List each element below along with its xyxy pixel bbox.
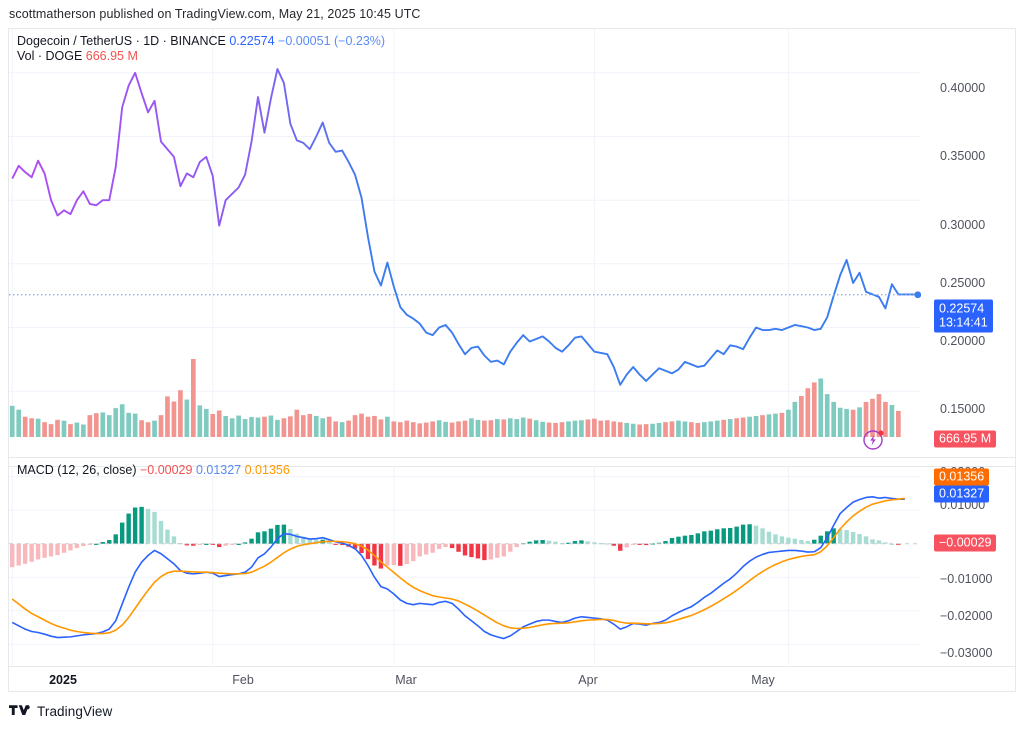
macd-scale[interactable]: 0.02000 0.01000 −0.01000 −0.02000 −0.030… [930, 465, 1016, 665]
macd-signal-value: 0.01356 [244, 463, 290, 477]
time-label: 2025 [49, 673, 77, 687]
symbol-label[interactable]: Dogecoin / TetherUS · 1D · BINANCE [17, 34, 226, 48]
pane-separator-volume [9, 457, 1015, 458]
price-scale[interactable]: 0.40000 0.35000 0.30000 0.25000 0.20000 … [930, 29, 1016, 448]
price-legend-row-volume: Vol · DOGE 666.95 M [17, 49, 385, 64]
macd-hist-value: −0.00029 [139, 463, 193, 477]
macd-tick: −0.01000 [940, 572, 993, 586]
chart-frame [8, 28, 1016, 692]
price-change-value: −0.00051 (−0.23%) [278, 34, 386, 48]
macd-title[interactable]: MACD (12, 26, close) [17, 463, 137, 477]
volume-badge[interactable]: 666.95 M [934, 430, 997, 448]
tradingview-wordmark: TradingView [37, 704, 113, 719]
macd-legend: MACD (12, 26, close) −0.00029 0.01327 0.… [17, 463, 290, 478]
macd-signal-badge[interactable]: 0.01356 [934, 468, 990, 486]
time-axis[interactable]: 2025 Feb Mar Apr May [8, 666, 1016, 692]
lightning-bolt-alert-icon[interactable] [862, 427, 886, 451]
volume-label[interactable]: Vol · DOGE [17, 49, 83, 63]
macd-histogram [10, 506, 901, 569]
time-label: Feb [232, 673, 254, 687]
price-tick: 0.30000 [940, 218, 986, 232]
footer-branding: TradingView [9, 704, 112, 719]
price-tick: 0.15000 [940, 402, 986, 416]
macd-hist-badge[interactable]: −0.00029 [934, 534, 997, 552]
volume-bars [9, 359, 901, 437]
time-label: Mar [395, 673, 417, 687]
time-label: Apr [578, 673, 598, 687]
price-tick: 0.35000 [940, 149, 986, 163]
price-legend-row-symbol: Dogecoin / TetherUS · 1D · BINANCE 0.225… [17, 34, 385, 49]
last-price-dot [914, 291, 921, 299]
macd-line-badge[interactable]: 0.01327 [934, 485, 990, 503]
volume-value: 666.95 M [85, 49, 138, 63]
tradingview-logo-icon [9, 704, 30, 715]
macd-plot[interactable] [9, 466, 921, 665]
price-tick: 0.25000 [940, 276, 986, 290]
last-price-badge-value: 0.22574 [939, 301, 985, 316]
pane-separator-macd [9, 466, 1015, 467]
time-label: May [751, 673, 775, 687]
price-line [11, 68, 918, 386]
macd-tick: −0.02000 [940, 609, 993, 623]
price-legend: Dogecoin / TetherUS · 1D · BINANCE 0.225… [17, 34, 385, 64]
macd-macd-line [11, 496, 905, 640]
last-price-value: 0.22574 [229, 34, 275, 48]
last-price-badge[interactable]: 0.22574 13:14:41 [934, 299, 993, 333]
macd-line-value: 0.01327 [195, 463, 242, 477]
macd-tick: −0.03000 [940, 646, 993, 660]
bar-countdown-value: 13:14:41 [939, 315, 988, 330]
price-volume-plot[interactable] [9, 29, 921, 437]
price-tick: 0.40000 [940, 81, 986, 95]
macd-signal-line [11, 497, 905, 635]
attribution-text: scottmatherson published on TradingView.… [9, 7, 421, 21]
price-tick: 0.20000 [940, 334, 986, 348]
